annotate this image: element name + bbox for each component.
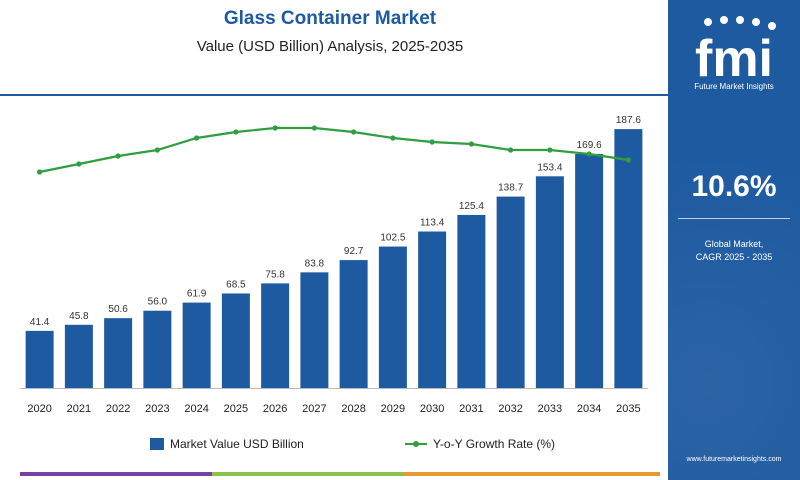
bar-2034 — [575, 153, 604, 388]
legend-item-market-value: Market Value USD Billion — [150, 437, 304, 451]
cagr-label: Global Market, CAGR 2025 - 2035 — [668, 238, 800, 264]
cagr-label-line1: Global Market, — [704, 239, 764, 249]
bar-2033 — [535, 176, 564, 388]
bar-value-label: 61.9 — [187, 289, 207, 300]
bar-value-label: 56.0 — [148, 297, 168, 308]
cagr-label-line2: CAGR 2025 - 2035 — [695, 252, 773, 262]
bar-value-label: 45.8 — [69, 311, 89, 322]
growth-rate-line — [39, 126, 629, 174]
bar-value-label: 68.5 — [226, 279, 246, 290]
growth-point-2032 — [508, 147, 514, 153]
bar-value-label: 138.7 — [498, 183, 523, 194]
bar-2023 — [143, 310, 172, 388]
x-tick-label: 2035 — [616, 403, 640, 415]
chart-subtitle: Value (USD Billion) Analysis, 2025-2035 — [196, 38, 464, 55]
x-tick-label: 2030 — [420, 403, 444, 415]
growth-point-2033 — [547, 147, 553, 153]
bar-value-label: 50.6 — [108, 304, 128, 315]
legend-label-market-value: Market Value USD Billion — [170, 437, 304, 451]
x-tick-label: 2027 — [302, 403, 326, 415]
growth-point-2034 — [586, 151, 592, 157]
bar-2029 — [378, 246, 407, 388]
bar-2028 — [339, 260, 368, 388]
x-tick-label: 2034 — [577, 403, 601, 415]
growth-point-2031 — [468, 141, 474, 147]
bar-value-label: 75.8 — [265, 269, 285, 280]
website-url: www.futuremarketinsights.com — [686, 456, 782, 463]
bar-value-label: 125.4 — [459, 201, 484, 212]
growth-point-2020 — [37, 169, 43, 175]
bar-value-label: 187.6 — [616, 115, 641, 126]
legend-swatch-bar — [150, 438, 164, 450]
bar-2031 — [457, 214, 486, 388]
chart-title: Glass Container Market — [223, 8, 437, 29]
cagr-value: 10.6% — [691, 170, 777, 203]
x-tick-label: 2024 — [184, 403, 208, 415]
bar-value-label: 169.6 — [577, 140, 602, 151]
fmi-logo-icon: fmi — [695, 16, 776, 88]
x-tick-label: 2022 — [106, 403, 130, 415]
growth-point-2025 — [233, 129, 239, 135]
bar-2026 — [261, 283, 290, 388]
x-tick-label: 2021 — [67, 403, 91, 415]
x-tick-label: 2031 — [459, 403, 483, 415]
logo-wordmark: fmi — [695, 30, 773, 88]
logo-caption: Future Market Insights — [694, 82, 774, 91]
bar-2030 — [418, 231, 447, 388]
x-tick-label: 2033 — [538, 403, 562, 415]
growth-point-2024 — [194, 135, 200, 141]
bar-value-label: 113.4 — [420, 218, 445, 229]
bar-value-label: 153.4 — [537, 162, 562, 173]
bar-2021 — [64, 324, 93, 388]
x-tick-label: 2023 — [145, 403, 169, 415]
header-divider — [0, 94, 668, 96]
x-tick-label: 2020 — [27, 403, 51, 415]
side-panel: fmi Future Market Insights 10.6% Global … — [668, 0, 800, 480]
bar-2027 — [300, 272, 329, 388]
growth-point-2021 — [76, 161, 82, 167]
growth-point-2027 — [311, 125, 317, 131]
bar-line-chart: 41.4 2020 45.8 2021 50.6 2022 56.0 2023 61.9 2024… — [20, 115, 648, 415]
bar-value-label: 102.5 — [380, 233, 405, 244]
bar-2020 — [25, 330, 54, 388]
growth-point-2023 — [154, 147, 160, 153]
bar-value-label: 92.7 — [344, 246, 364, 257]
bar-2025 — [221, 293, 250, 388]
growth-point-2022 — [115, 153, 121, 159]
growth-point-2028 — [351, 129, 357, 135]
legend-label-growth-rate: Y-o-Y Growth Rate (%) — [433, 437, 556, 451]
bar-2035 — [614, 129, 643, 388]
growth-point-2026 — [272, 125, 278, 131]
x-tick-label: 2029 — [381, 403, 405, 415]
legend-swatch-line — [405, 438, 427, 450]
x-tick-label: 2026 — [263, 403, 287, 415]
footer-color-bar — [20, 472, 660, 476]
growth-point-2030 — [429, 139, 435, 145]
bar-value-label: 41.4 — [30, 317, 50, 328]
bar-2024 — [182, 302, 211, 388]
bar-2022 — [104, 318, 133, 388]
growth-point-2035 — [625, 157, 631, 163]
legend-item-growth-rate: Y-o-Y Growth Rate (%) — [405, 437, 555, 451]
bar-2032 — [496, 196, 525, 388]
growth-point-2029 — [390, 135, 396, 141]
bar-value-label: 83.8 — [305, 258, 325, 269]
x-tick-label: 2028 — [341, 403, 365, 415]
x-tick-label: 2025 — [224, 403, 248, 415]
chart-legend: Market Value USD Billion Y-o-Y Growth Ra… — [0, 437, 660, 457]
panel-divider — [678, 218, 790, 219]
x-tick-label: 2032 — [498, 403, 522, 415]
